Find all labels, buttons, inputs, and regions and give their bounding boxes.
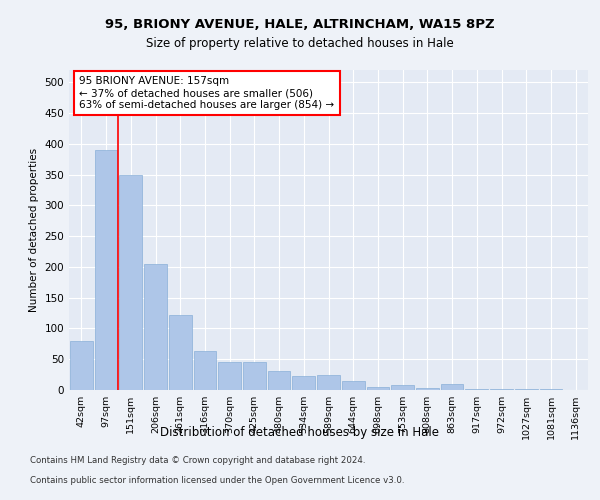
Bar (292, 376, 315, 390)
Bar (441, 384, 463, 390)
Y-axis label: Number of detached properties: Number of detached properties (29, 148, 39, 312)
Bar (144, 264, 167, 390)
Bar (95, 150, 118, 390)
Bar (194, 351, 216, 390)
Bar (268, 371, 290, 390)
Text: Size of property relative to detached houses in Hale: Size of property relative to detached ho… (146, 38, 454, 51)
Bar (490, 389, 513, 390)
Text: Contains HM Land Registry data © Crown copyright and database right 2024.: Contains HM Land Registry data © Crown c… (30, 456, 365, 465)
Bar (391, 385, 414, 390)
Bar (119, 174, 142, 390)
Bar (169, 315, 191, 390)
Bar (70, 341, 93, 390)
Text: 95, BRIONY AVENUE, HALE, ALTRINCHAM, WA15 8PZ: 95, BRIONY AVENUE, HALE, ALTRINCHAM, WA1… (105, 18, 495, 30)
Text: Distribution of detached houses by size in Hale: Distribution of detached houses by size … (161, 426, 439, 439)
Bar (342, 381, 365, 390)
Text: 95 BRIONY AVENUE: 157sqm
← 37% of detached houses are smaller (506)
63% of semi-: 95 BRIONY AVENUE: 157sqm ← 37% of detach… (79, 76, 335, 110)
Bar (416, 388, 439, 390)
Bar (243, 362, 266, 390)
Bar (218, 362, 241, 390)
Bar (466, 389, 488, 390)
Bar (367, 387, 389, 390)
Bar (317, 374, 340, 390)
Text: Contains public sector information licensed under the Open Government Licence v3: Contains public sector information licen… (30, 476, 404, 485)
